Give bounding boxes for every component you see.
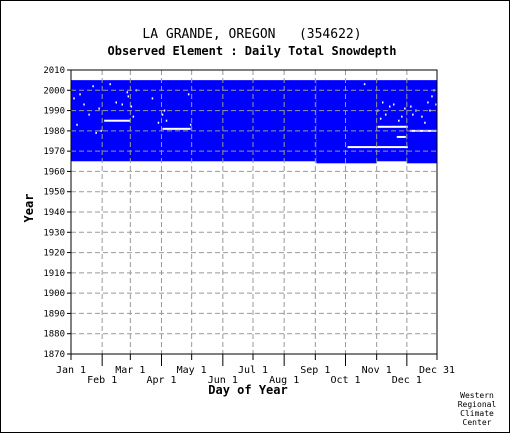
missing-data-point-22 bbox=[165, 119, 168, 122]
missing-data-point-28 bbox=[381, 101, 384, 104]
y-tick-label-1870: 1870 bbox=[43, 350, 65, 360]
record-block-2 bbox=[316, 80, 377, 164]
x-axis-label: Day of Year bbox=[208, 383, 287, 397]
missing-data-line-3 bbox=[347, 146, 408, 149]
missing-data-point-24 bbox=[189, 123, 192, 126]
credit-line-2: Regional bbox=[458, 400, 497, 409]
x-tick-label-lower-2: Apr 1 bbox=[146, 375, 176, 386]
y-axis-ticks: 2010 2000 1990 1980 1970 1960 1950 1940 1930 1920… bbox=[43, 66, 71, 360]
missing-data-point-18 bbox=[151, 97, 154, 100]
x-tick-label-upper-5: Sep 1 bbox=[300, 365, 330, 376]
missing-data-point-15 bbox=[130, 105, 133, 108]
y-tick-label-1950: 1950 bbox=[43, 188, 65, 198]
missing-data-point-44 bbox=[435, 103, 437, 106]
missing-data-point-8 bbox=[98, 107, 100, 110]
y-tick-label-1920: 1920 bbox=[43, 249, 65, 259]
x-tick-label-upper-1: Jan 1 bbox=[56, 365, 86, 376]
missing-data-point-9 bbox=[100, 129, 102, 132]
missing-data-point-19 bbox=[157, 121, 160, 124]
y-tick-label-1970: 1970 bbox=[43, 147, 65, 157]
credit-line-1: Western bbox=[460, 391, 494, 400]
missing-data-point-31 bbox=[393, 103, 395, 106]
missing-data-point-3 bbox=[79, 93, 81, 96]
y-axis-label: Year bbox=[22, 194, 36, 223]
record-block-4 bbox=[406, 80, 437, 164]
missing-data-point-21 bbox=[163, 109, 166, 112]
missing-data-line-4 bbox=[377, 125, 408, 128]
missing-data-point-6 bbox=[92, 85, 94, 88]
y-tick-label-1890: 1890 bbox=[43, 309, 65, 319]
y-tick-label-2010: 2010 bbox=[43, 66, 65, 76]
missing-data-point-33 bbox=[401, 115, 403, 118]
missing-data-point-10 bbox=[109, 83, 111, 86]
missing-data-point-12 bbox=[121, 103, 124, 106]
chart-subtitle: Observed Element : Daily Total Snowdepth bbox=[108, 44, 397, 58]
y-tick-label-1960: 1960 bbox=[43, 167, 65, 177]
missing-data-point-4 bbox=[83, 103, 85, 106]
x-axis-ticks: Jan 1 Mar 1 May 1 Jul 1 Sep 1 Nov 1 Dec 31 Feb … bbox=[56, 354, 455, 386]
missing-data-point-16 bbox=[132, 115, 135, 118]
x-tick-label-upper-4: Jul 1 bbox=[238, 365, 268, 376]
y-tick-label-1910: 1910 bbox=[43, 269, 65, 279]
x-tick-label-lower-3: Jun 1 bbox=[208, 375, 238, 386]
missing-data-point-41 bbox=[429, 109, 431, 112]
missing-data-point-40 bbox=[427, 101, 429, 104]
missing-data-point-25 bbox=[363, 83, 366, 86]
x-tick-label-lower-6: Dec 1 bbox=[392, 375, 422, 386]
x-tick-label-lower-4: Aug 1 bbox=[269, 375, 299, 386]
missing-data-line-2 bbox=[162, 127, 191, 130]
y-tick-label-1880: 1880 bbox=[43, 330, 65, 340]
x-tick-label-upper-3: May 1 bbox=[177, 365, 207, 376]
y-tick-label-1980: 1980 bbox=[43, 127, 65, 137]
y-tick-label-1900: 1900 bbox=[43, 289, 65, 299]
x-tick-label-lower-1: Feb 1 bbox=[87, 375, 117, 386]
missing-data-point-5 bbox=[88, 113, 90, 116]
y-tick-label-1940: 1940 bbox=[43, 208, 65, 218]
y-tick-label-1930: 1930 bbox=[43, 228, 65, 238]
missing-data-line-5 bbox=[396, 135, 406, 138]
data-layer bbox=[71, 80, 437, 164]
missing-data-point-2 bbox=[76, 123, 78, 126]
x-tick-label-lower-5: Oct 1 bbox=[330, 375, 360, 386]
missing-data-point-32 bbox=[398, 119, 400, 122]
grid-layer bbox=[71, 70, 437, 354]
credit-block: Western Regional Climate Center bbox=[458, 391, 497, 427]
missing-data-point-38 bbox=[421, 115, 423, 118]
missing-data-point-35 bbox=[410, 105, 412, 108]
missing-data-line-1 bbox=[104, 119, 131, 122]
missing-data-point-39 bbox=[424, 121, 426, 124]
missing-data-point-23 bbox=[187, 93, 190, 96]
y-tick-label-2000: 2000 bbox=[43, 86, 65, 96]
missing-data-point-29 bbox=[384, 113, 387, 116]
credit-line-4: Center bbox=[463, 418, 492, 427]
missing-data-point-30 bbox=[388, 105, 391, 108]
missing-data-point-7 bbox=[95, 131, 97, 134]
x-tick-label-upper-7: Dec 31 bbox=[419, 365, 455, 376]
x-tick-label-upper-2: Mar 1 bbox=[115, 365, 145, 376]
credit-line-3: Climate bbox=[460, 409, 494, 418]
missing-data-point-27 bbox=[379, 117, 382, 120]
missing-data-point-36 bbox=[412, 113, 414, 116]
missing-data-point-1 bbox=[73, 97, 75, 100]
missing-data-point-13 bbox=[126, 91, 129, 94]
x-tick-label-upper-6: Nov 1 bbox=[362, 365, 392, 376]
y-tick-label-1990: 1990 bbox=[43, 107, 65, 117]
record-block-3 bbox=[376, 80, 407, 162]
missing-data-point-11 bbox=[115, 101, 117, 104]
missing-data-point-34 bbox=[404, 107, 406, 110]
chart-title: LA GRANDE, OREGON (354622) bbox=[142, 27, 361, 42]
missing-data-point-42 bbox=[431, 95, 433, 98]
missing-data-point-20 bbox=[161, 113, 164, 116]
missing-data-point-14 bbox=[127, 95, 130, 98]
